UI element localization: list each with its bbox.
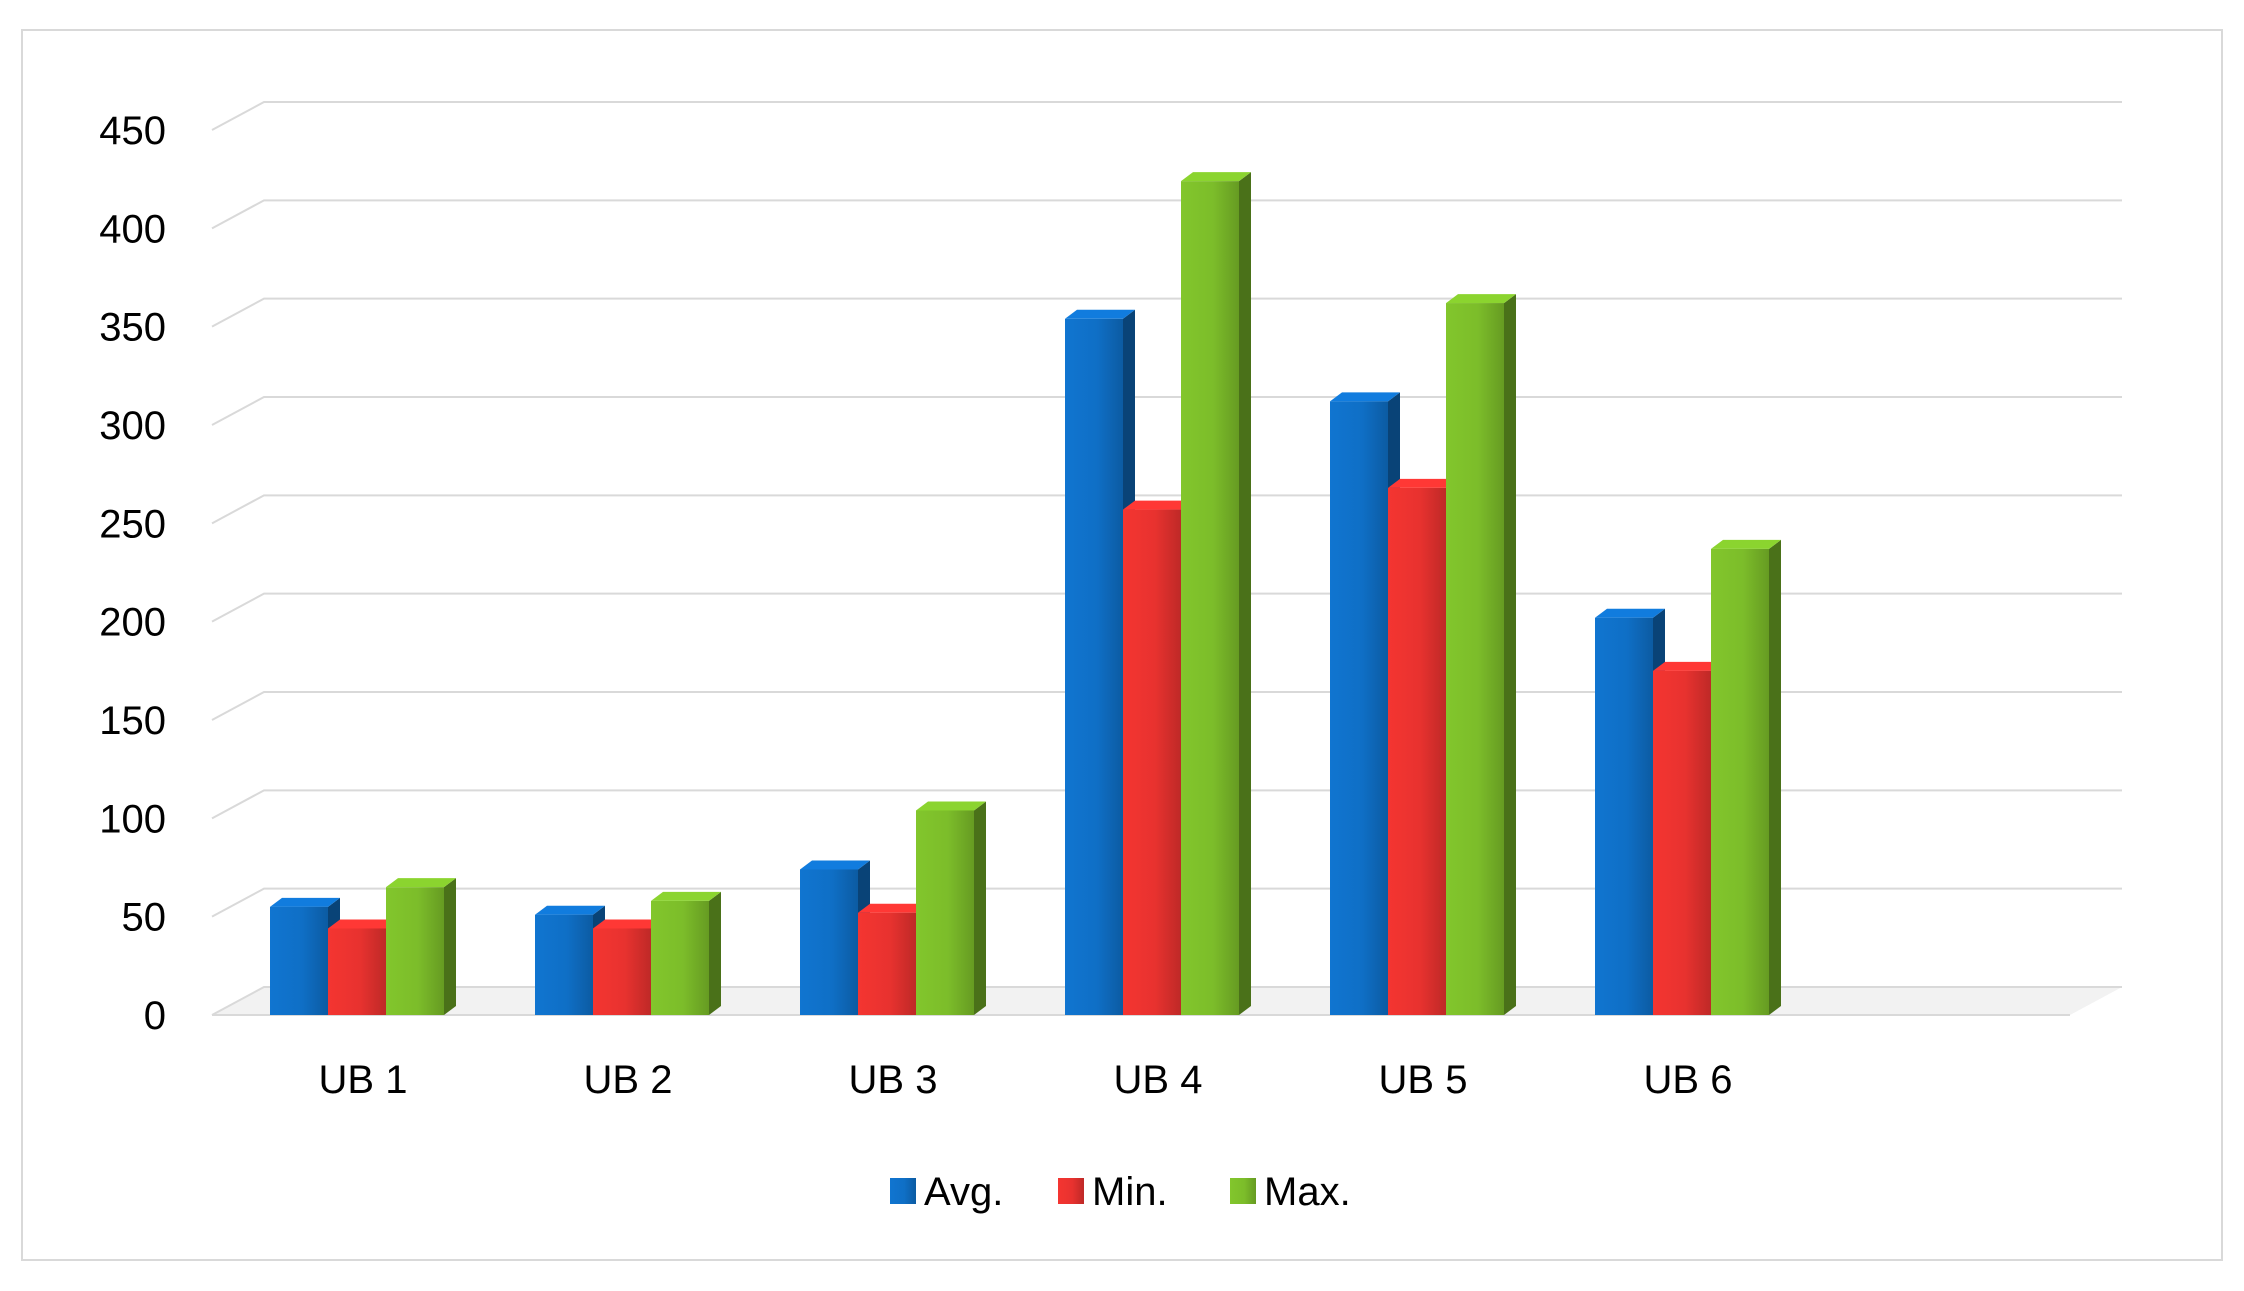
bar-max-3 (916, 801, 986, 1015)
legend-item: Avg. (890, 1170, 1003, 1214)
gridline (211, 396, 2122, 426)
legend-label: Max. (1264, 1170, 1351, 1214)
gridline (211, 297, 2122, 328)
y-tick-label: 100 (99, 797, 166, 841)
legend-swatch (1058, 1178, 1084, 1204)
y-tick-label: 300 (99, 404, 166, 448)
bar-max-2 (651, 891, 721, 1015)
x-category-label: UB 2 (584, 1058, 673, 1102)
y-tick-label: 400 (99, 207, 166, 251)
gridline (211, 101, 2122, 131)
bar-max-4 (1181, 172, 1251, 1016)
legend: Avg. Min. Max. (890, 1170, 1351, 1214)
y-axis-ticks: 0 50 100 150 200 250 300 350 400 450 (99, 109, 166, 1038)
x-category-label: UB 5 (1379, 1058, 1468, 1102)
legend-label: Min. (1092, 1170, 1168, 1214)
legend-item: Max. (1230, 1170, 1351, 1214)
bars (270, 172, 1781, 1016)
legend-swatch (890, 1178, 916, 1204)
y-tick-label: 250 (99, 502, 166, 546)
y-tick-label: 50 (122, 896, 167, 940)
x-category-label: UB 1 (319, 1058, 408, 1102)
y-tick-label: 150 (99, 699, 166, 743)
gridline (211, 199, 2122, 230)
bar-max-6 (1711, 539, 1781, 1015)
bar-min-2 (593, 919, 663, 1015)
x-axis-categories: UB 1 UB 2 UB 3 UB 4 UB 5 UB 6 (319, 1058, 1733, 1102)
y-tick-label: 350 (99, 306, 166, 350)
y-tick-label: 200 (99, 601, 166, 645)
x-category-label: UB 3 (849, 1058, 938, 1102)
bar-max-5 (1446, 294, 1516, 1016)
x-category-label: UB 4 (1114, 1058, 1203, 1102)
x-category-label: UB 6 (1644, 1058, 1733, 1102)
y-tick-label: 0 (144, 994, 166, 1038)
bar-avg-4 (1065, 309, 1135, 1015)
legend-label: Avg. (924, 1170, 1003, 1214)
bar-max-1 (386, 878, 456, 1015)
legend-item: Min. (1058, 1170, 1168, 1214)
y-tick-label: 450 (99, 109, 166, 153)
legend-swatch (1230, 1178, 1256, 1204)
